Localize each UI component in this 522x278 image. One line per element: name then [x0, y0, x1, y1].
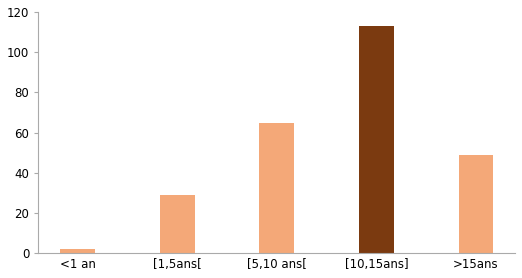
Bar — [458, 155, 493, 253]
Bar — [60, 249, 95, 253]
Bar — [359, 26, 394, 253]
Bar — [259, 123, 294, 253]
Bar — [160, 195, 195, 253]
